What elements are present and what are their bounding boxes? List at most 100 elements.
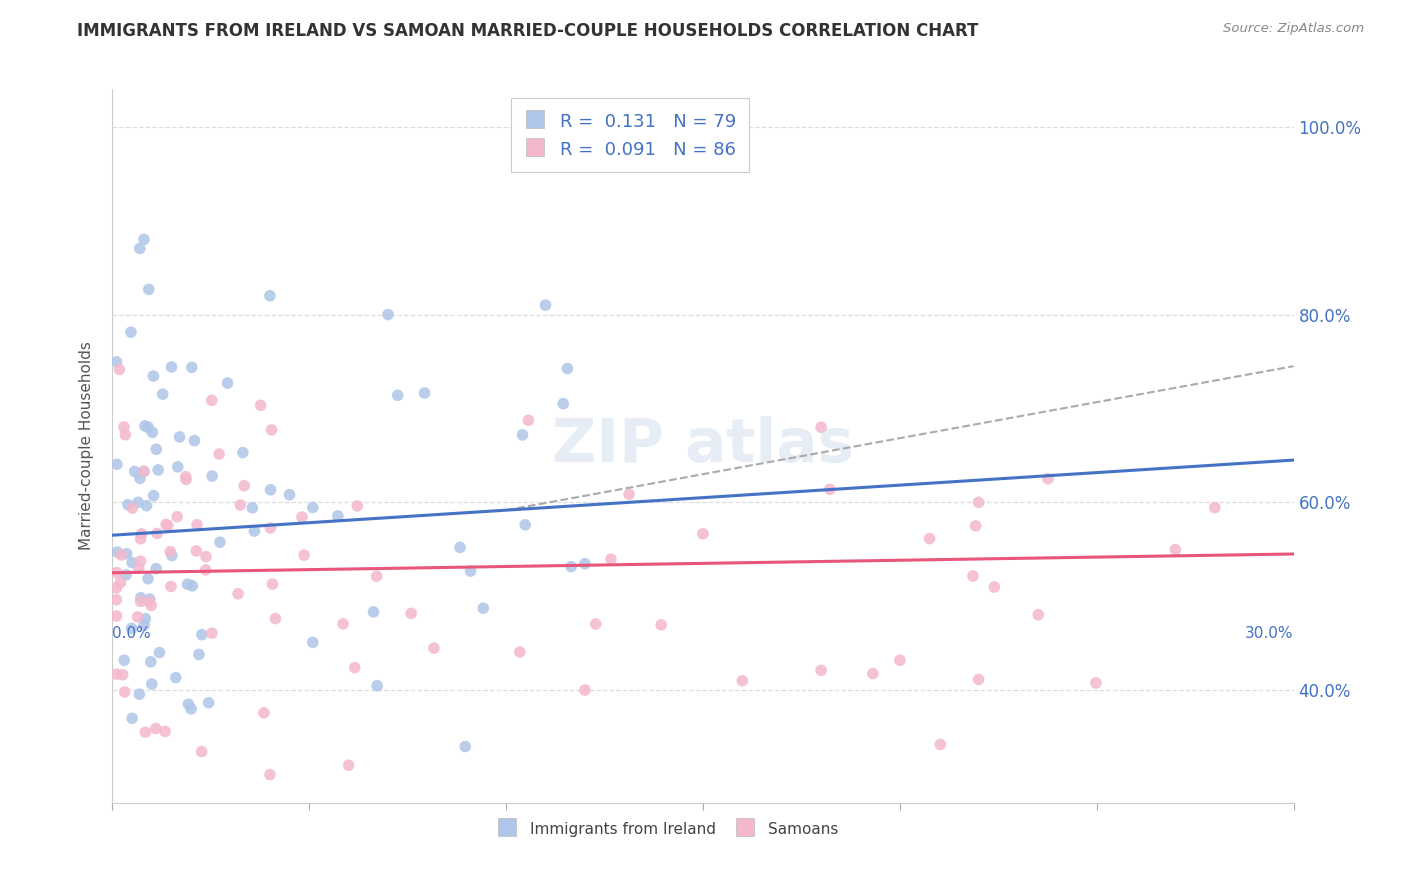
Point: [128, 242, 150, 256]
Point: [127, 495, 149, 509]
Point: [132, 465, 155, 479]
Point: [121, 621, 143, 635]
Point: [160, 580, 183, 594]
Text: ZIP atlas: ZIP atlas: [553, 417, 853, 475]
Point: [517, 413, 540, 427]
Point: [889, 653, 911, 667]
Point: [114, 685, 136, 699]
Point: [983, 580, 1005, 594]
Point: [201, 393, 224, 408]
Point: [962, 569, 984, 583]
Point: [124, 465, 146, 479]
Point: [194, 549, 217, 564]
Point: [197, 696, 219, 710]
Point: [146, 526, 169, 541]
Point: [229, 498, 252, 512]
Point: [413, 386, 436, 401]
Point: [423, 641, 446, 656]
Text: 0.0%: 0.0%: [112, 626, 152, 640]
Point: [156, 518, 179, 533]
Y-axis label: Married-couple Households: Married-couple Households: [79, 342, 94, 550]
Point: [141, 425, 163, 440]
Point: [454, 739, 477, 754]
Point: [343, 660, 366, 674]
Point: [217, 376, 239, 390]
Point: [226, 587, 249, 601]
Legend: Immigrants from Ireland, Samoans: Immigrants from Ireland, Samoans: [489, 813, 846, 845]
Point: [152, 387, 174, 401]
Point: [129, 591, 152, 605]
Point: [121, 711, 143, 725]
Point: [260, 423, 283, 437]
Point: [121, 556, 143, 570]
Point: [129, 554, 152, 568]
Point: [177, 697, 200, 711]
Point: [138, 594, 160, 608]
Point: [114, 427, 136, 442]
Point: [967, 673, 990, 687]
Point: [512, 428, 534, 442]
Point: [134, 418, 156, 433]
Point: [264, 611, 287, 625]
Point: [301, 500, 323, 515]
Point: [131, 527, 153, 541]
Point: [232, 445, 254, 459]
Point: [574, 683, 596, 698]
Point: [337, 758, 360, 772]
Point: [233, 478, 256, 492]
Point: [259, 767, 281, 781]
Point: [129, 471, 152, 485]
Point: [139, 655, 162, 669]
Point: [138, 282, 160, 296]
Point: [650, 618, 672, 632]
Point: [112, 420, 135, 434]
Point: [186, 544, 208, 558]
Point: [136, 420, 159, 434]
Text: 30.0%: 30.0%: [1246, 626, 1294, 640]
Point: [105, 545, 128, 559]
Point: [110, 548, 132, 562]
Point: [460, 564, 482, 578]
Point: [731, 673, 754, 688]
Point: [129, 532, 152, 546]
Point: [186, 517, 208, 532]
Point: [153, 724, 176, 739]
Point: [515, 517, 537, 532]
Point: [166, 459, 188, 474]
Point: [617, 487, 640, 501]
Point: [862, 666, 884, 681]
Point: [194, 563, 217, 577]
Point: [145, 561, 167, 575]
Point: [201, 469, 224, 483]
Point: [387, 388, 409, 402]
Point: [557, 361, 579, 376]
Point: [160, 549, 183, 563]
Point: [105, 457, 128, 471]
Point: [377, 308, 399, 322]
Point: [142, 489, 165, 503]
Point: [105, 355, 128, 369]
Point: [111, 667, 134, 681]
Point: [129, 594, 152, 608]
Point: [127, 610, 149, 624]
Point: [165, 671, 187, 685]
Point: [108, 362, 131, 376]
Point: [301, 635, 323, 649]
Point: [141, 599, 163, 613]
Point: [136, 572, 159, 586]
Point: [191, 627, 214, 641]
Point: [135, 499, 157, 513]
Point: [253, 706, 276, 720]
Point: [110, 575, 132, 590]
Point: [134, 618, 156, 632]
Point: [180, 360, 202, 375]
Point: [534, 298, 557, 312]
Point: [155, 517, 177, 532]
Point: [142, 369, 165, 384]
Point: [600, 552, 623, 566]
Point: [166, 509, 188, 524]
Text: IMMIGRANTS FROM IRELAND VS SAMOAN MARRIED-COUPLE HOUSEHOLDS CORRELATION CHART: IMMIGRANTS FROM IRELAND VS SAMOAN MARRIE…: [77, 22, 979, 40]
Point: [326, 508, 349, 523]
Point: [1026, 607, 1049, 622]
Point: [332, 616, 354, 631]
